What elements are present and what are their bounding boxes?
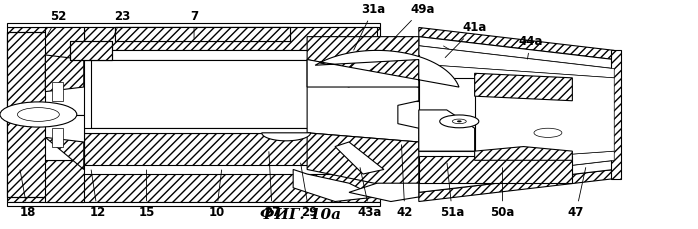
Circle shape: [17, 108, 59, 121]
Text: 23: 23: [113, 10, 131, 39]
Polygon shape: [373, 60, 419, 142]
Bar: [7, 174, 380, 202]
Bar: [70, 41, 112, 60]
Bar: [115, 27, 290, 41]
Bar: [45, 160, 84, 202]
Polygon shape: [419, 27, 614, 60]
Bar: [84, 27, 377, 50]
Text: 18: 18: [20, 170, 36, 219]
Polygon shape: [307, 50, 459, 87]
Circle shape: [457, 121, 461, 122]
Text: 50a: 50a: [491, 168, 514, 219]
Bar: [373, 55, 419, 60]
Polygon shape: [419, 169, 614, 202]
Polygon shape: [307, 37, 419, 87]
Polygon shape: [307, 133, 419, 192]
Bar: [84, 50, 377, 60]
Bar: [373, 101, 419, 133]
Text: 51a: 51a: [440, 163, 464, 219]
Bar: [7, 32, 52, 197]
Bar: [70, 41, 112, 60]
Bar: [45, 69, 84, 114]
Circle shape: [0, 102, 77, 127]
Polygon shape: [419, 160, 614, 192]
Text: 43a: 43a: [358, 168, 382, 219]
Text: 15: 15: [138, 170, 155, 219]
Text: 47: 47: [567, 168, 586, 219]
Bar: [7, 202, 380, 206]
Polygon shape: [419, 37, 614, 69]
Polygon shape: [419, 151, 614, 183]
Polygon shape: [475, 147, 572, 160]
Text: 52: 52: [45, 10, 66, 39]
Text: 7: 7: [190, 10, 198, 38]
Text: 12: 12: [89, 170, 106, 219]
Circle shape: [452, 119, 466, 124]
Text: 44a: 44a: [518, 35, 543, 59]
Bar: [91, 60, 366, 128]
Bar: [373, 133, 419, 137]
Text: 49a: 49a: [383, 3, 435, 51]
Polygon shape: [335, 142, 384, 174]
Text: 10: 10: [208, 170, 225, 219]
Bar: [84, 133, 377, 165]
Bar: [7, 55, 380, 133]
Polygon shape: [419, 64, 614, 165]
Polygon shape: [349, 183, 419, 202]
Polygon shape: [475, 73, 572, 101]
Bar: [611, 50, 621, 179]
Bar: [115, 27, 290, 41]
Text: 41a: 41a: [445, 21, 487, 57]
Polygon shape: [419, 46, 614, 78]
Polygon shape: [262, 133, 311, 141]
Bar: [419, 78, 475, 151]
Bar: [84, 128, 377, 133]
Bar: [45, 114, 84, 160]
Text: ФИГ. 10а: ФИГ. 10а: [260, 208, 341, 222]
Text: 29: 29: [301, 163, 318, 219]
Bar: [419, 156, 572, 183]
Text: 42: 42: [396, 145, 413, 219]
Bar: [45, 27, 84, 69]
Bar: [7, 23, 380, 27]
Polygon shape: [45, 55, 84, 92]
Bar: [52, 128, 63, 147]
Circle shape: [534, 128, 562, 137]
Polygon shape: [307, 60, 419, 142]
Bar: [7, 27, 380, 55]
Polygon shape: [419, 110, 475, 151]
Circle shape: [440, 115, 479, 128]
Text: 27: 27: [264, 152, 281, 219]
Text: 31a: 31a: [354, 3, 385, 50]
Polygon shape: [45, 137, 84, 169]
Polygon shape: [335, 55, 384, 87]
Bar: [52, 82, 63, 101]
Bar: [7, 32, 52, 197]
Polygon shape: [293, 169, 377, 202]
